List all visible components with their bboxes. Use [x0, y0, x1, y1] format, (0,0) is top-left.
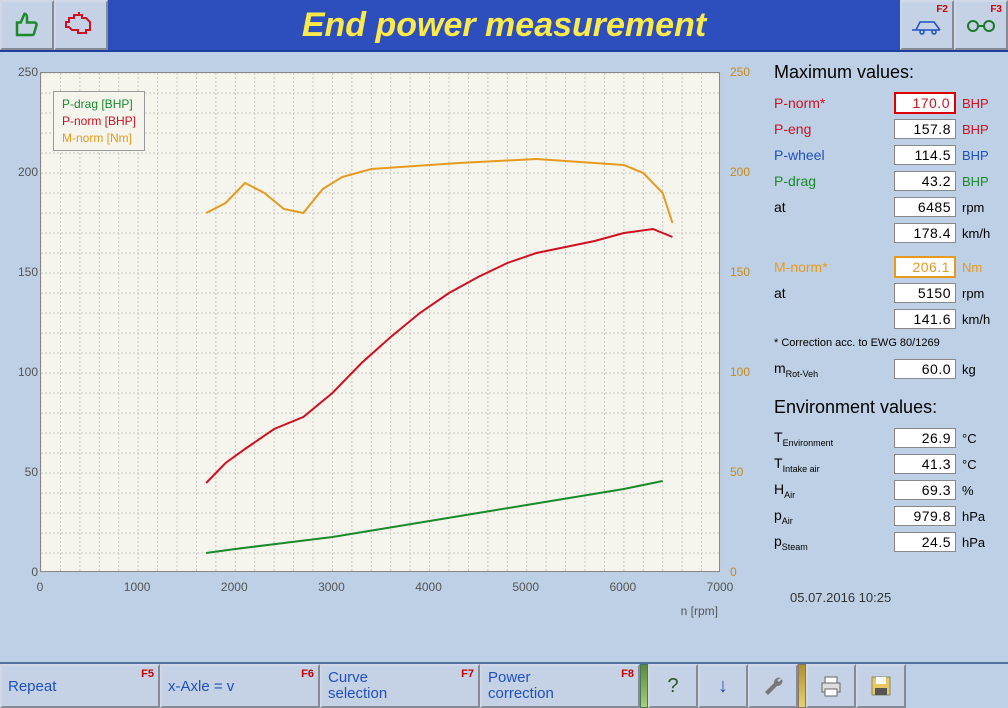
header-bar: End power measurement F2 F3: [0, 0, 1008, 52]
value-row: M-norm*206.1Nm: [774, 255, 996, 279]
x-axle-button[interactable]: x-Axle = vF6: [160, 664, 320, 708]
max-values-heading: Maximum values:: [774, 62, 996, 83]
y-axis-right: 050100150200250: [728, 72, 756, 572]
chart-area: 050100150200250 P-drag [BHP]P-norm [BHP]…: [0, 52, 768, 660]
power-correction-button[interactable]: Power correctionF8: [480, 664, 640, 708]
value-row: 178.4km/h: [774, 221, 996, 245]
correction-note: * Correction acc. to EWG 80/1269: [774, 337, 996, 349]
settings-button[interactable]: [748, 664, 798, 708]
header-f3-button[interactable]: F3: [954, 0, 1008, 50]
value-row: pAir979.8hPa: [774, 504, 996, 528]
chart-legend: P-drag [BHP]P-norm [BHP]M-norm [Nm]: [53, 91, 145, 151]
value-row: pSteam24.5hPa: [774, 530, 996, 554]
wrench-icon: [761, 674, 785, 698]
value-row: TEnvironment26.9°C: [774, 426, 996, 450]
printer-icon: [818, 674, 844, 698]
value-row: P-wheel114.5BHP: [774, 143, 996, 167]
value-row: HAir69.3%: [774, 478, 996, 502]
footer-separator: [640, 664, 648, 708]
down-arrow-button[interactable]: ↓: [698, 664, 748, 708]
curve-selection-button[interactable]: Curve selectionF7: [320, 664, 480, 708]
footer-separator-2: [798, 664, 806, 708]
value-row: P-drag43.2BHP: [774, 169, 996, 193]
value-row: at6485rpm: [774, 195, 996, 219]
save-button[interactable]: [856, 664, 906, 708]
x-axis-label: n [rpm]: [681, 604, 718, 618]
chart-canvas: P-drag [BHP]P-norm [BHP]M-norm [Nm]: [40, 72, 720, 572]
thumbs-up-button[interactable]: [0, 0, 54, 50]
env-values-heading: Environment values:: [774, 397, 996, 418]
side-panel: Maximum values: P-norm*170.0BHPP-eng157.…: [768, 52, 1008, 660]
repeat-button[interactable]: RepeatF5: [0, 664, 160, 708]
engine-icon-button[interactable]: [54, 0, 108, 50]
value-row: TIntake air41.3°C: [774, 452, 996, 476]
axle-icon: [964, 14, 998, 36]
value-row: 141.6km/h: [774, 307, 996, 331]
car-icon: [910, 14, 944, 36]
y-axis-left: 050100150200250: [12, 72, 40, 572]
print-button[interactable]: [806, 664, 856, 708]
header-f2-button[interactable]: F2: [900, 0, 954, 50]
disk-icon: [869, 674, 893, 698]
x-axis: 01000200030004000500060007000: [40, 580, 720, 600]
datetime: 05.07.2016 10:25: [790, 590, 891, 605]
mrot-row: mRot-Veh 60.0 kg: [774, 357, 996, 381]
value-row: P-eng157.8BHP: [774, 117, 996, 141]
value-row: at5150rpm: [774, 281, 996, 305]
help-button[interactable]: ?: [648, 664, 698, 708]
value-row: P-norm*170.0BHP: [774, 91, 996, 115]
page-title: End power measurement: [108, 0, 900, 50]
footer-bar: RepeatF5 x-Axle = vF6 Curve selectionF7 …: [0, 662, 1008, 708]
main-area: 050100150200250 P-drag [BHP]P-norm [BHP]…: [0, 52, 1008, 660]
